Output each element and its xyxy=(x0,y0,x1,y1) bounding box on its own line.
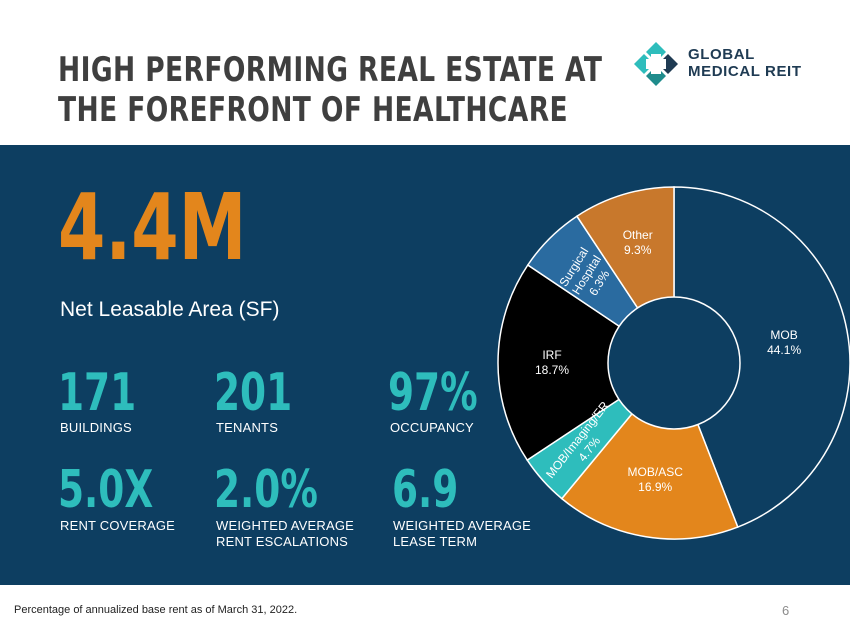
stat-rent-escalations-label: WEIGHTED AVERAGE RENT ESCALATIONS xyxy=(216,518,354,550)
donut-label-mob-line-2: 44.1% xyxy=(767,343,801,357)
logo-wordmark: GLOBAL MEDICAL REIT xyxy=(688,46,802,80)
stat-lease-term-label-2: LEASE TERM xyxy=(393,534,478,549)
stat-lease-term-value: 6.9 xyxy=(392,460,459,520)
stat-occupancy-label: OCCUPANCY xyxy=(390,420,474,435)
stat-rent-escalations-label-1: WEIGHTED AVERAGE xyxy=(216,518,355,533)
donut-label-mob-asc-line-2: 16.9% xyxy=(638,480,672,494)
stat-rent-escalations-value: 2.0% xyxy=(214,460,318,520)
slide-title: HIGH PERFORMING REAL ESTATE AT THE FOREF… xyxy=(58,50,602,130)
donut-label-irf-line-1: IRF xyxy=(542,348,561,362)
footnote: Percentage of annualized base rent as of… xyxy=(14,604,298,616)
slide-header: HIGH PERFORMING REAL ESTATE AT THE FOREF… xyxy=(0,0,850,145)
stat-tenants-label: TENANTS xyxy=(216,420,279,435)
donut-label-other-line-1: Other xyxy=(623,228,653,242)
title-line-2: THE FOREFRONT OF HEALTHCARE xyxy=(58,90,569,130)
donut-label-mob-line-1: MOB xyxy=(770,328,797,342)
headline-label: Net Leasable Area (SF) xyxy=(60,298,280,321)
donut-hole xyxy=(607,296,741,430)
stat-buildings-value: 171 xyxy=(58,363,137,423)
stat-occupancy-value: 97% xyxy=(388,363,478,423)
donut-slice-mob-asc xyxy=(560,361,739,540)
stat-lease-term-label: WEIGHTED AVERAGE LEASE TERM xyxy=(393,518,531,550)
page-number: 6 xyxy=(782,603,790,618)
stat-buildings-label: BUILDINGS xyxy=(60,420,132,435)
title-line-1: HIGH PERFORMING REAL ESTATE AT xyxy=(58,50,603,90)
stat-tenants-value: 201 xyxy=(214,363,293,423)
donut-label-irf-line-2: 18.7% xyxy=(535,363,569,377)
stat-rent-escalations-label-2: RENT ESCALATIONS xyxy=(216,534,349,549)
logo-line-2: MEDICAL REIT xyxy=(688,63,802,80)
donut-label-other-line-2: 9.3% xyxy=(624,243,652,257)
stat-rent-coverage-value: 5.0X xyxy=(58,460,154,520)
rent-mix-donut-chart: MOB44.1%MOB/ASC16.9%MOB/Imaging/ER4.7%IR… xyxy=(497,186,850,540)
donut-label-mob-asc-line-1: MOB/ASC xyxy=(628,465,684,479)
stat-rent-coverage-label: RENT COVERAGE xyxy=(60,518,176,533)
headline-value: 4.4M xyxy=(58,174,247,281)
donut-slice-mob xyxy=(673,186,850,529)
cross-logo-icon xyxy=(634,42,678,86)
donut-slice-irf xyxy=(497,263,676,462)
stat-lease-term-label-1: WEIGHTED AVERAGE xyxy=(393,518,532,533)
company-logo: GLOBAL MEDICAL REIT xyxy=(632,40,802,90)
logo-line-1: GLOBAL xyxy=(688,46,755,63)
